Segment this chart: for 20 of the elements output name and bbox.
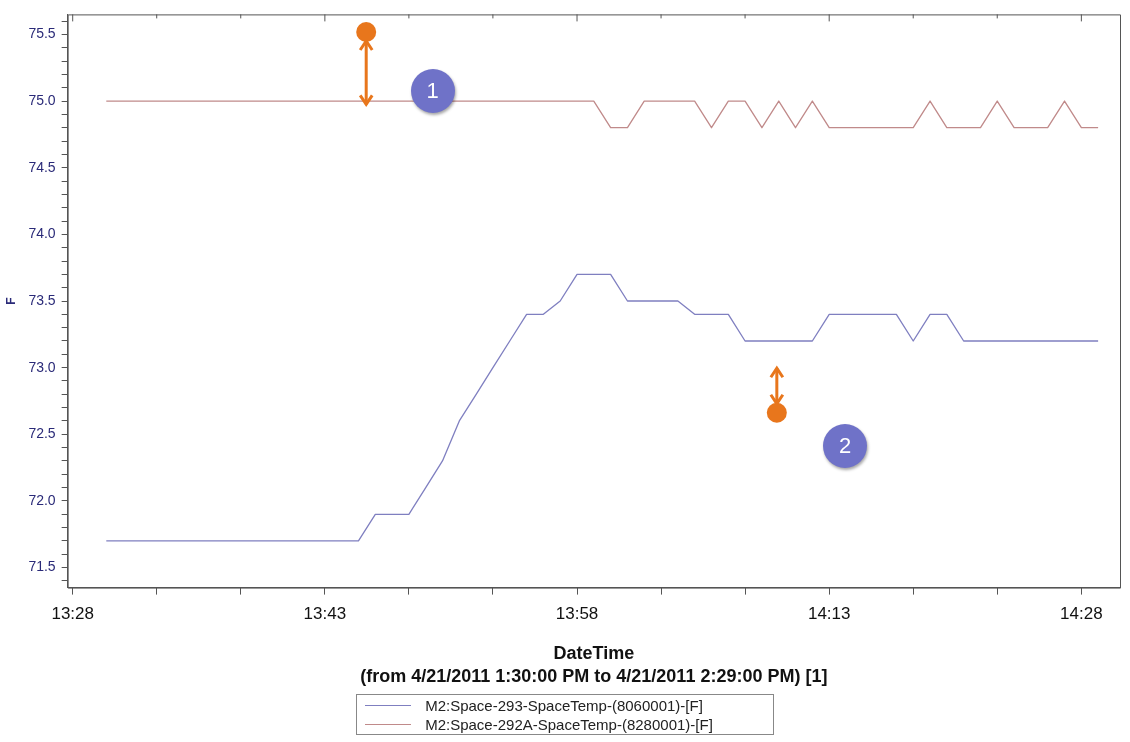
y-axis-title: F: [3, 297, 18, 305]
y-tick-label: 73.5: [28, 291, 56, 308]
x-axis-title: DateTime (from 4/21/2011 1:30:00 PM to 4/21/2011 2:29:00 PM) [1]: [360, 643, 828, 686]
legend-label: M2:Space-293-SpaceTemp-(8060001)-[F]: [425, 696, 703, 715]
y-tick-label: 72.5: [28, 425, 56, 442]
x-tick-label: 14:13: [807, 604, 851, 624]
legend-label: M2:Space-292A-SpaceTemp-(8280001)-[F]: [425, 715, 713, 734]
y-tick-label: 74.0: [28, 225, 56, 242]
x-tick-label: 13:58: [555, 604, 599, 624]
annotation: 1: [410, 68, 455, 113]
x-tick-label: 13:28: [51, 604, 94, 624]
y-tick-label: 75.0: [28, 91, 56, 108]
y-tick-label: 72.0: [28, 491, 56, 508]
x-tick-label: 14:28: [1060, 604, 1103, 624]
y-tick-label: 74.5: [28, 158, 56, 175]
x-tick-label: 13:43: [303, 604, 347, 624]
y-tick-label: 75.5: [28, 25, 56, 42]
y-tick-label: 71.5: [28, 558, 56, 575]
annotation: 2: [823, 423, 868, 468]
y-tick-label: 73.0: [28, 358, 56, 375]
